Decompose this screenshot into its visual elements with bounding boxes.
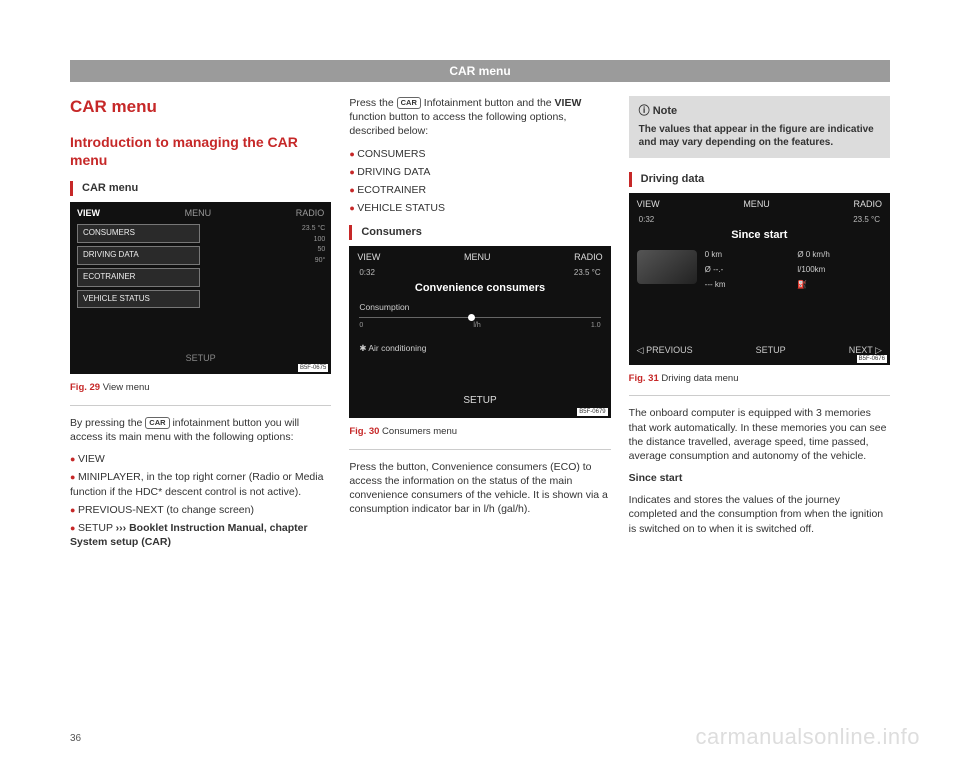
f29-tab-radio: RADIO (296, 207, 325, 219)
column-2: Press the CAR Infotainment button and th… (349, 96, 610, 557)
subsection-car-menu: CAR menu (70, 181, 331, 196)
figure-31-screen: VIEW MENU RADIO 0:32 23.5 °C Since start… (629, 193, 890, 365)
f31-temp: 23.5 °C (853, 215, 880, 226)
bullet-consumers: CONSUMERS (349, 147, 610, 161)
bullet-miniplayer: MINIPLAYER, in the top right corner (Rad… (70, 470, 331, 498)
f31-time: 0:32 (639, 215, 655, 226)
bullet-drivingdata: DRIVING DATA (349, 165, 610, 179)
f31-prev: ◁ PREVIOUS (637, 344, 693, 356)
f31-km: 0 km (705, 250, 790, 261)
f31-dash: Ø --.- (705, 265, 790, 276)
col2-paragraph-2: Press the button, Convenience consumers … (349, 460, 610, 517)
f29-angle: 90° (302, 256, 325, 267)
fuel-icon: ⛽ (797, 280, 882, 291)
col1-paragraph-1: By pressing the CAR infotainment button … (70, 416, 331, 444)
f31-data-grid: 0 km Ø 0 km/h Ø --.- l/100km --- km ⛽ (629, 242, 890, 290)
f30-title: Convenience consumers (349, 281, 610, 296)
f29-tab-menu: MENU (185, 207, 212, 219)
f31-code: B5F-0676 (857, 355, 887, 363)
col2-paragraph-1: Press the CAR Infotainment button and th… (349, 96, 610, 139)
view-function-label: VIEW (555, 97, 582, 109)
col2-bullet-list: CONSUMERS DRIVING DATA ECOTRAINER VEHICL… (349, 147, 610, 216)
f29-item-status: VEHICLE STATUS (77, 290, 200, 309)
f30-ac-row: ✱ Air conditioning (349, 337, 610, 360)
f31-tab-menu: MENU (743, 198, 770, 210)
setup-arrows: ››› (116, 522, 127, 534)
note-body: The values that appear in the figure are… (639, 123, 880, 150)
note-box: Note The values that appear in the figur… (629, 96, 890, 158)
figure-31: VIEW MENU RADIO 0:32 23.5 °C Since start… (629, 193, 890, 365)
car-icon (637, 250, 697, 284)
figure-29-caption: Fig. 29 View menu (70, 378, 331, 406)
section-heading: Introduction to managing the CAR menu (70, 133, 331, 169)
subsection-driving-data: Driving data (629, 172, 890, 187)
f30-tab-radio: RADIO (574, 251, 603, 263)
f31-title: Since start (629, 228, 890, 243)
f31-kmh: Ø 0 km/h (797, 250, 882, 261)
f29-right-readouts: 23.5 °C 100 50 90° (302, 224, 325, 266)
f30-tab-menu: MENU (464, 251, 491, 263)
f30-code: B5F-0679 (577, 408, 607, 416)
figure-30-screen: VIEW MENU RADIO 0:32 23.5 °C Convenience… (349, 246, 610, 418)
f30-tab-view: VIEW (357, 251, 380, 263)
fig31-num: Fig. 31 (629, 373, 659, 384)
manual-page: CAR menu CAR menu Introduction to managi… (0, 60, 960, 768)
figure-30-caption: Fig. 30 Consumers menu (349, 422, 610, 450)
bullet-prevnext: PREVIOUS-NEXT (to change screen) (70, 503, 331, 517)
figure-30: VIEW MENU RADIO 0:32 23.5 °C Convenience… (349, 246, 610, 418)
figure-29: VIEW MENU RADIO CONSUMERS DRIVING DATA E… (70, 202, 331, 374)
f29-item-consumers: CONSUMERS (77, 224, 200, 243)
bullet-view: VIEW (70, 452, 331, 466)
column-1: CAR menu Introduction to managing the CA… (70, 96, 331, 557)
fig29-num: Fig. 29 (70, 382, 100, 393)
page-number: 36 (70, 733, 81, 744)
page-header: CAR menu (70, 60, 890, 82)
f29-scale-50: 50 (302, 245, 325, 256)
figure-31-caption: Fig. 31 Driving data menu (629, 369, 890, 397)
f29-temp: 23.5 °C (302, 224, 325, 235)
col3-paragraph-1: The onboard computer is equipped with 3 … (629, 406, 890, 463)
f29-menu-list: CONSUMERS DRIVING DATA ECOTRAINER VEHICL… (77, 224, 200, 311)
note-title: Note (639, 104, 880, 119)
f29-setup: SETUP (70, 352, 331, 364)
col1-bullet-list: VIEW MINIPLAYER, in the top right corner… (70, 452, 331, 549)
bullet-vehiclestatus: VEHICLE STATUS (349, 201, 610, 215)
content-columns: CAR menu Introduction to managing the CA… (0, 96, 960, 557)
f30-consumption-row: Consumption 0 l/h 1.0 (349, 296, 610, 337)
subsection-consumers: Consumers (349, 225, 610, 240)
car-button-chip: CAR (145, 417, 169, 429)
f31-tab-view: VIEW (637, 198, 660, 210)
f29-item-eco: ECOTRAINER (77, 268, 200, 287)
f29-code: B5F-0675 (298, 364, 328, 372)
fig29-text: View menu (100, 382, 149, 393)
f30-setup: SETUP (349, 394, 610, 408)
fig30-num: Fig. 30 (349, 426, 379, 437)
figure-29-screen: VIEW MENU RADIO CONSUMERS DRIVING DATA E… (70, 202, 331, 374)
bullet-ecotrainer: ECOTRAINER (349, 183, 610, 197)
column-3: Note The values that appear in the figur… (629, 96, 890, 557)
f30-slider (359, 317, 600, 318)
f30-time: 0:32 (359, 268, 375, 279)
since-start-heading: Since start (629, 471, 890, 485)
watermark: carmanualsonline.info (695, 724, 920, 750)
f29-tab-view: VIEW (77, 207, 100, 219)
f31-km2: --- km (705, 280, 790, 291)
bullet-setup: SETUP ››› Booklet Instruction Manual, ch… (70, 521, 331, 549)
fig31-text: Driving data menu (659, 373, 739, 384)
f29-scale-100: 100 (302, 235, 325, 246)
fig30-text: Consumers menu (379, 426, 457, 437)
car-button-chip-2: CAR (397, 97, 421, 109)
f31-setup: SETUP (756, 344, 786, 356)
f30-temp: 23.5 °C (574, 268, 601, 279)
col3-paragraph-2: Indicates and stores the values of the j… (629, 493, 890, 536)
f31-tab-radio: RADIO (853, 198, 882, 210)
f31-lkm: l/100km (797, 265, 882, 276)
f29-item-driving: DRIVING DATA (77, 246, 200, 265)
chapter-title: CAR menu (70, 96, 331, 119)
